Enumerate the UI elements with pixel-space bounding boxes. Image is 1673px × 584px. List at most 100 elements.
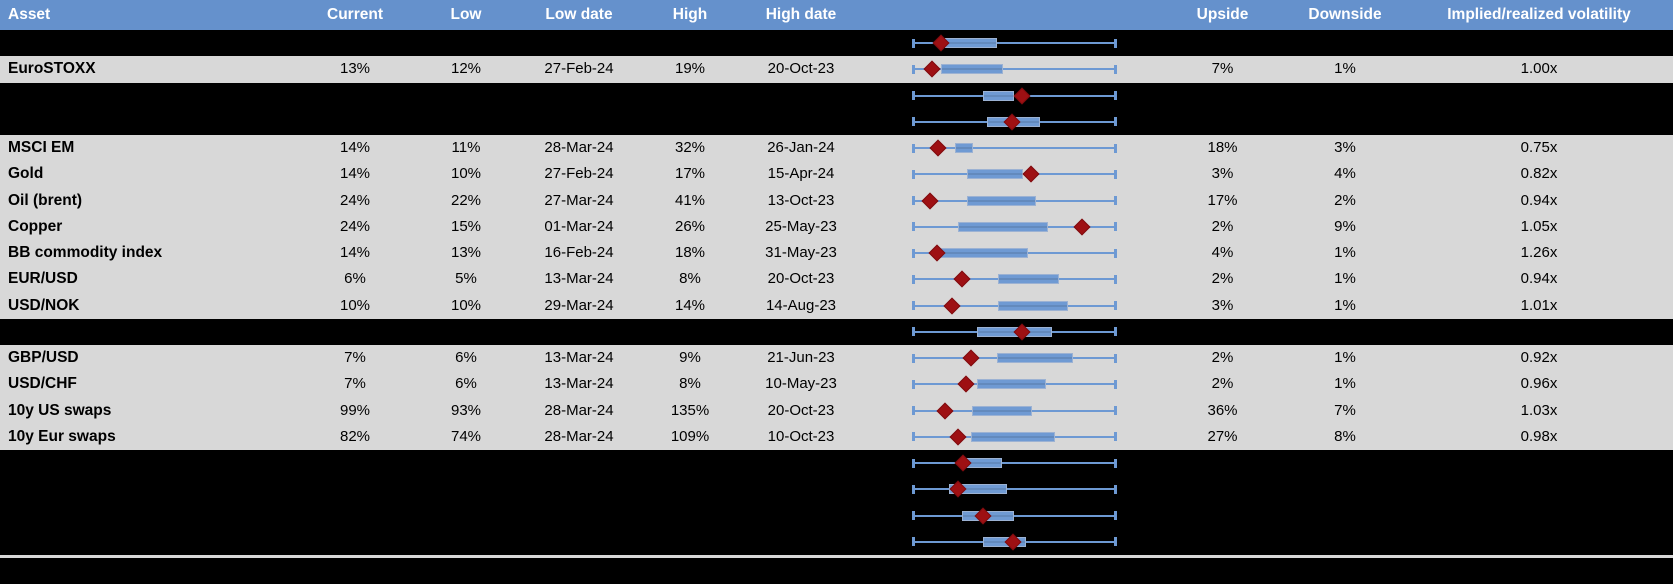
- cell-low-date[interactable]: [512, 450, 646, 476]
- cell-high-date[interactable]: 31-May-23: [765, 244, 837, 261]
- header-high-date[interactable]: High date: [765, 6, 837, 23]
- cell-low[interactable]: 74%: [450, 427, 482, 445]
- cell-upside[interactable]: [1160, 503, 1285, 529]
- cell-current[interactable]: 14%: [339, 139, 371, 156]
- cell-current[interactable]: 7%: [344, 375, 366, 393]
- cell-low[interactable]: 5%: [455, 270, 477, 288]
- cell-high-date[interactable]: [734, 529, 868, 555]
- cell-upside[interactable]: 7%: [1211, 60, 1234, 78]
- boxplot-cell[interactable]: [868, 398, 1160, 424]
- cell-low-date[interactable]: [512, 503, 646, 529]
- cell-high[interactable]: [646, 83, 734, 109]
- cell-downside[interactable]: [1285, 503, 1405, 529]
- cell-high-date[interactable]: 21-Jun-23: [767, 349, 835, 366]
- cell-low[interactable]: [420, 83, 512, 109]
- cell-high-date[interactable]: 10-Oct-23: [767, 427, 835, 445]
- cell-low-date[interactable]: 13-Mar-24: [544, 349, 614, 366]
- boxplot-cell[interactable]: [868, 371, 1160, 397]
- cell-low[interactable]: 10%: [450, 165, 482, 183]
- cell-downside[interactable]: [1285, 476, 1405, 502]
- cell-high[interactable]: [646, 109, 734, 135]
- cell-current[interactable]: 82%: [339, 427, 371, 445]
- cell-upside[interactable]: 2%: [1211, 217, 1234, 235]
- cell-low-date[interactable]: 27-Mar-24: [544, 191, 614, 209]
- cell-ivrv[interactable]: [1405, 476, 1673, 502]
- cell-upside[interactable]: 2%: [1211, 270, 1234, 288]
- cell-upside[interactable]: [1160, 30, 1285, 56]
- cell-high-date[interactable]: 10-May-23: [765, 375, 837, 393]
- cell-high-date[interactable]: [734, 30, 868, 56]
- cell-low[interactable]: 6%: [455, 349, 477, 366]
- cell-low-date[interactable]: 29-Mar-24: [544, 296, 614, 314]
- cell-asset[interactable]: [0, 476, 290, 502]
- cell-high[interactable]: 8%: [679, 375, 701, 393]
- boxplot-cell[interactable]: [868, 109, 1160, 135]
- cell-upside[interactable]: [1160, 83, 1285, 109]
- cell-low[interactable]: [420, 476, 512, 502]
- cell-ivrv[interactable]: 0.75x: [1520, 139, 1558, 156]
- cell-current[interactable]: 24%: [339, 217, 371, 235]
- cell-ivrv[interactable]: [1405, 30, 1673, 56]
- cell-low-date[interactable]: [512, 529, 646, 555]
- cell-downside[interactable]: 7%: [1334, 401, 1356, 419]
- cell-downside[interactable]: 8%: [1334, 427, 1356, 445]
- cell-downside[interactable]: 1%: [1334, 375, 1356, 393]
- cell-asset[interactable]: [0, 319, 290, 345]
- cell-high[interactable]: 32%: [674, 139, 706, 156]
- cell-upside[interactable]: 17%: [1207, 191, 1238, 209]
- cell-low[interactable]: 13%: [450, 244, 482, 261]
- boxplot-cell[interactable]: [868, 293, 1160, 319]
- cell-high-date[interactable]: 20-Oct-23: [767, 401, 835, 419]
- cell-ivrv[interactable]: 1.00x: [1520, 60, 1558, 78]
- cell-high[interactable]: 14%: [674, 296, 706, 314]
- cell-asset[interactable]: Gold: [8, 165, 44, 183]
- cell-current[interactable]: [290, 503, 420, 529]
- cell-high-date[interactable]: 14-Aug-23: [765, 296, 837, 314]
- cell-asset[interactable]: EUR/USD: [8, 270, 78, 288]
- cell-asset[interactable]: [0, 83, 290, 109]
- cell-current[interactable]: [290, 83, 420, 109]
- cell-current[interactable]: [290, 529, 420, 555]
- header-implied-realized-volatility[interactable]: Implied/realized volatility: [1447, 6, 1631, 23]
- cell-downside[interactable]: [1285, 109, 1405, 135]
- cell-ivrv[interactable]: [1405, 83, 1673, 109]
- boxplot-cell[interactable]: [868, 135, 1160, 161]
- cell-ivrv[interactable]: 0.94x: [1520, 270, 1558, 288]
- cell-current[interactable]: 7%: [344, 349, 366, 366]
- cell-ivrv[interactable]: [1405, 319, 1673, 345]
- cell-low[interactable]: [420, 319, 512, 345]
- cell-asset[interactable]: [0, 450, 290, 476]
- cell-downside[interactable]: 1%: [1334, 296, 1356, 314]
- boxplot-cell[interactable]: [868, 214, 1160, 240]
- cell-high[interactable]: 18%: [674, 244, 706, 261]
- cell-current[interactable]: 14%: [339, 165, 371, 183]
- boxplot-cell[interactable]: [868, 529, 1160, 555]
- cell-low-date[interactable]: [512, 109, 646, 135]
- cell-upside[interactable]: 3%: [1211, 296, 1234, 314]
- cell-downside[interactable]: 1%: [1334, 270, 1356, 288]
- cell-upside[interactable]: [1160, 476, 1285, 502]
- cell-asset[interactable]: 10y Eur swaps: [8, 427, 116, 445]
- cell-downside[interactable]: 9%: [1334, 217, 1356, 235]
- cell-low-date[interactable]: 28-Mar-24: [544, 427, 614, 445]
- cell-downside[interactable]: [1285, 529, 1405, 555]
- cell-current[interactable]: [290, 476, 420, 502]
- cell-asset[interactable]: [0, 30, 290, 56]
- cell-low-date[interactable]: [512, 83, 646, 109]
- boxplot-cell[interactable]: [868, 266, 1160, 292]
- cell-downside[interactable]: 1%: [1334, 60, 1356, 78]
- header-low-date[interactable]: Low date: [545, 6, 613, 23]
- cell-low[interactable]: 93%: [450, 401, 482, 419]
- cell-ivrv[interactable]: 0.92x: [1520, 349, 1558, 366]
- cell-low-date[interactable]: 28-Mar-24: [544, 139, 614, 156]
- cell-downside[interactable]: [1285, 30, 1405, 56]
- cell-high[interactable]: [646, 450, 734, 476]
- boxplot-cell[interactable]: [868, 240, 1160, 266]
- cell-ivrv[interactable]: [1405, 503, 1673, 529]
- cell-current[interactable]: [290, 450, 420, 476]
- cell-ivrv[interactable]: [1405, 450, 1673, 476]
- cell-low[interactable]: 6%: [455, 375, 477, 393]
- cell-high[interactable]: 26%: [674, 217, 706, 235]
- cell-upside[interactable]: 3%: [1211, 165, 1234, 183]
- cell-downside[interactable]: [1285, 83, 1405, 109]
